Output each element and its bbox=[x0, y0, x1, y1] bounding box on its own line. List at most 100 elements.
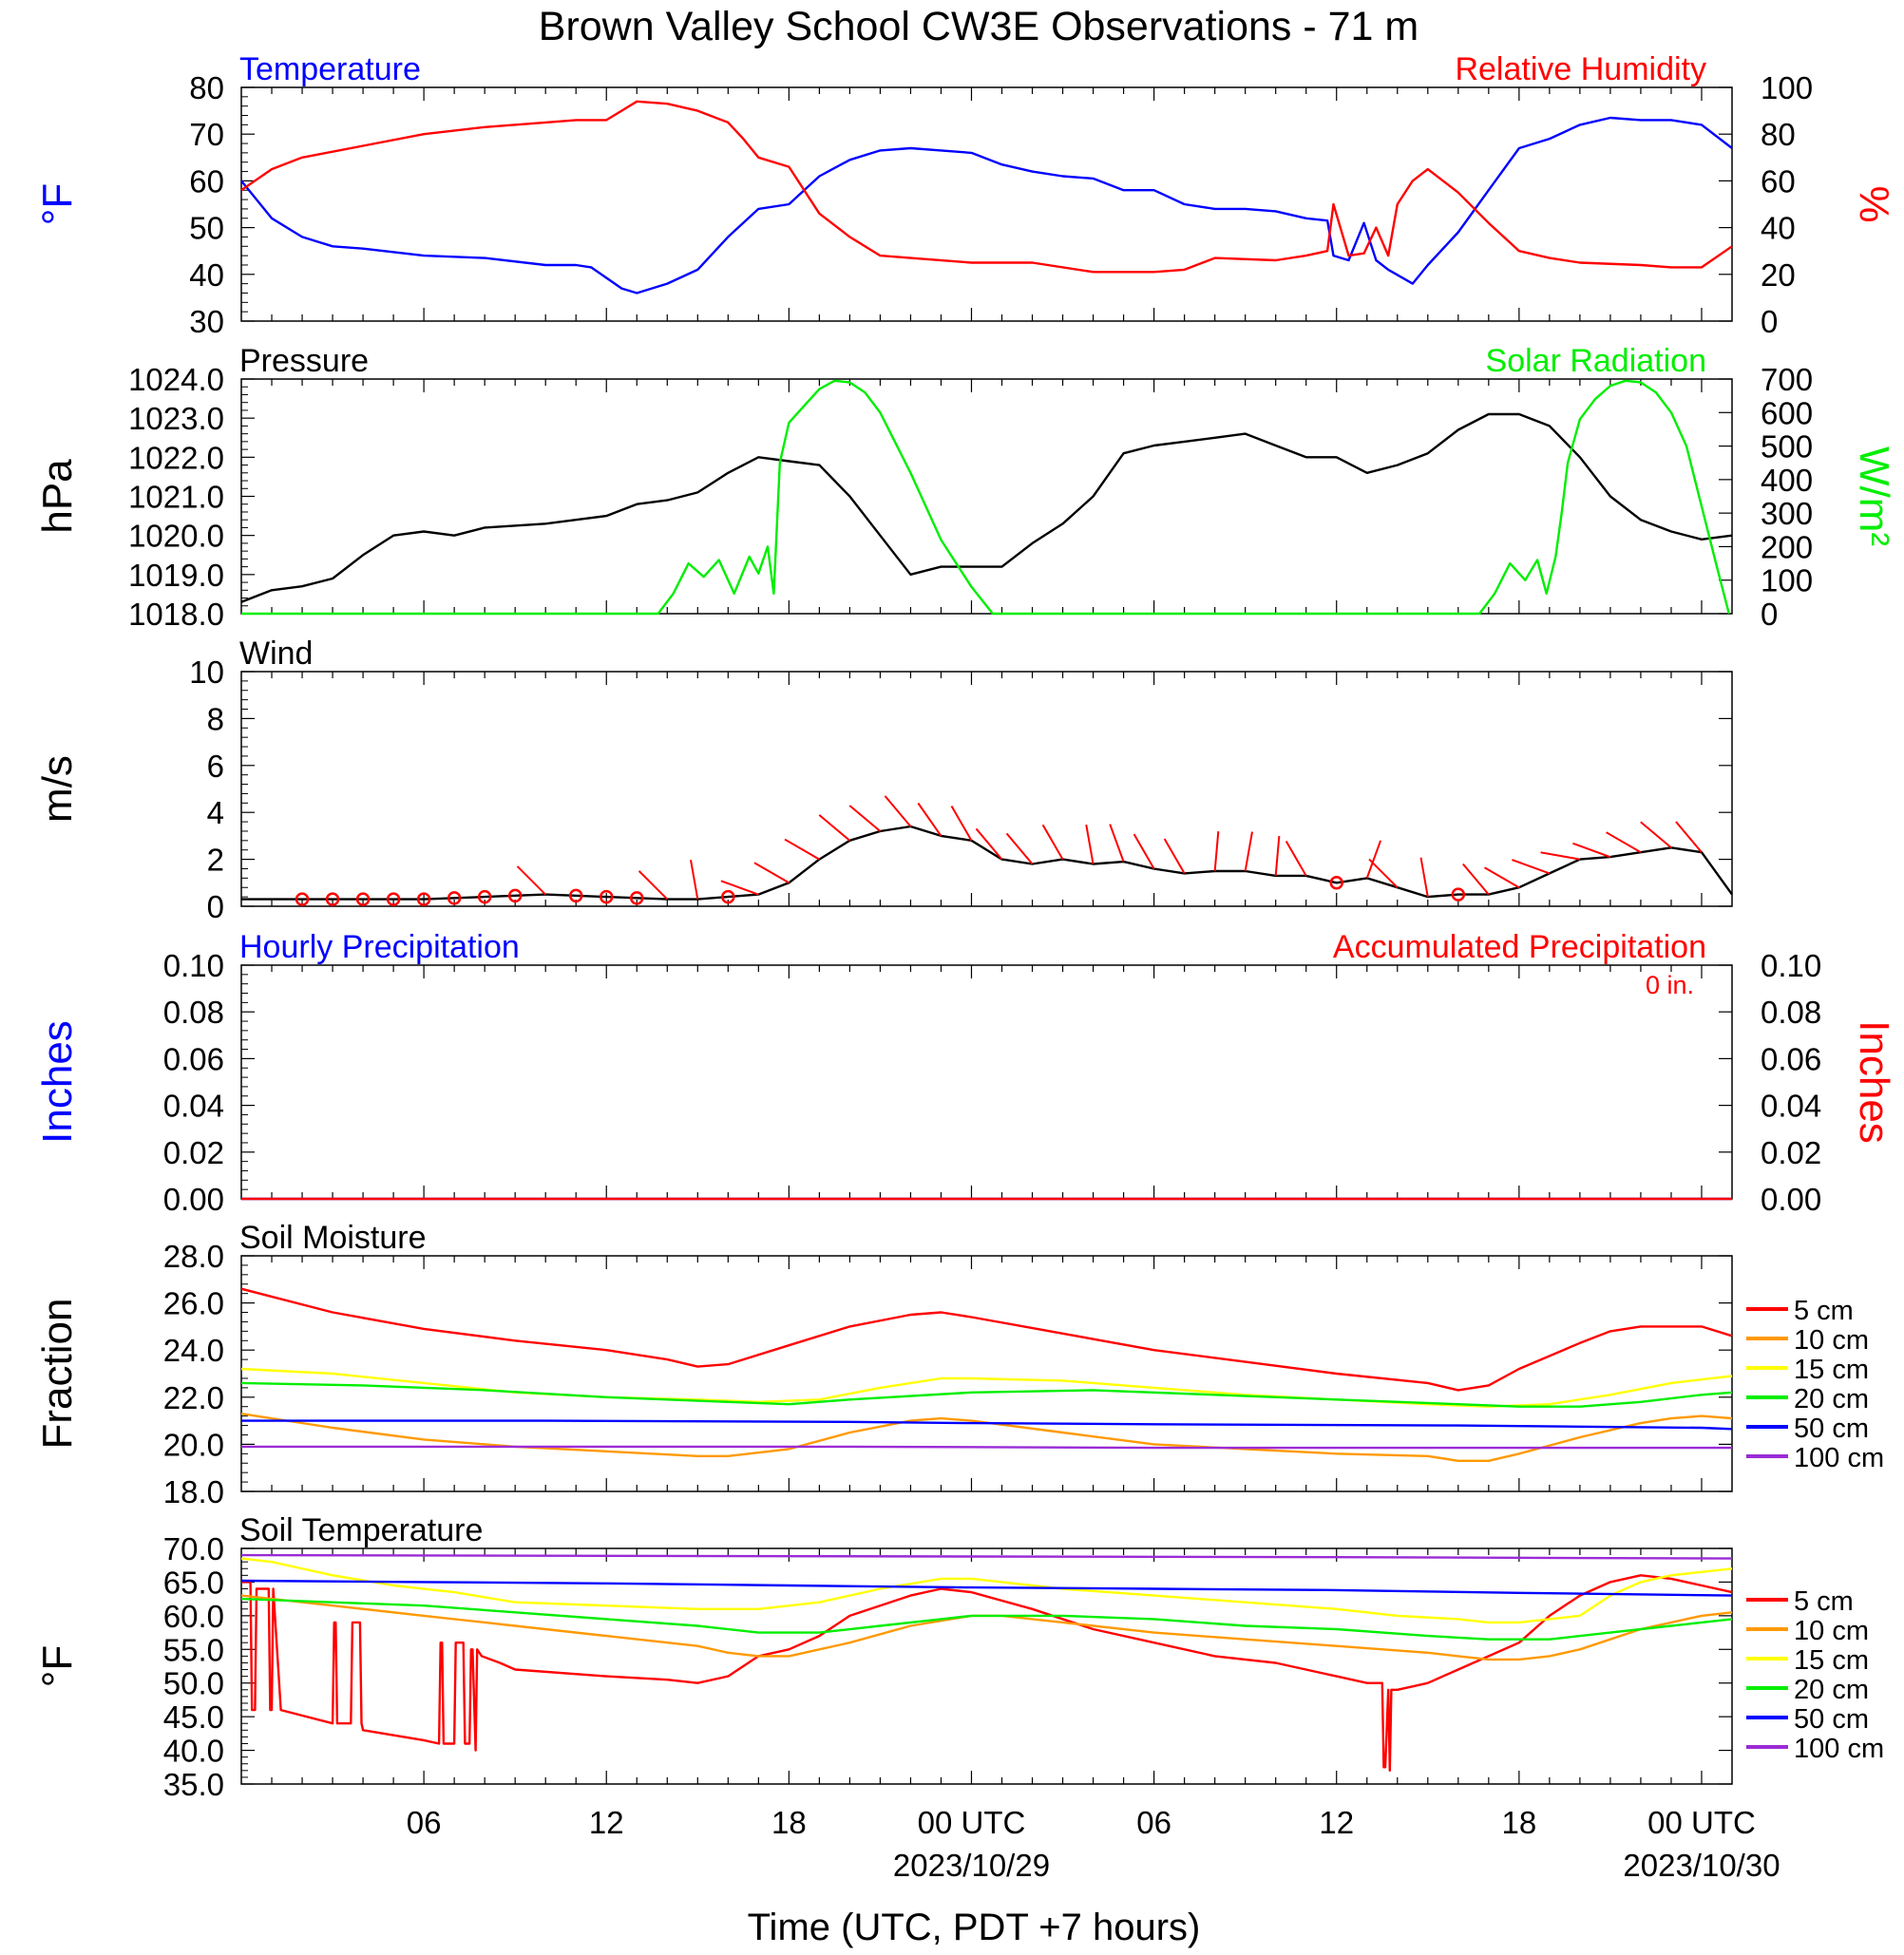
x-axis: 06 12 18 00 UTC 2023/10/29 06 12 18 00 UTC 2023/1… bbox=[407, 1805, 1780, 1883]
y-tick-label-left: 30 bbox=[189, 304, 224, 339]
series-relative-humidity bbox=[240, 100, 1733, 274]
y-axis-label-right: % bbox=[1851, 185, 1897, 222]
legend-label: 20 cm bbox=[1794, 1675, 1869, 1705]
y-axis-label-left: Inches bbox=[34, 1020, 81, 1144]
wind-barb bbox=[1274, 835, 1281, 876]
panel-soil_moisture: 18.0 20.0 22.0 24.0 26.0 28.0 Soil Moisture Fra… bbox=[34, 1220, 1884, 1509]
wind-barbs bbox=[295, 795, 1703, 906]
wind-barb bbox=[1540, 851, 1581, 861]
y-tick-label-left: 1021.0 bbox=[128, 480, 224, 515]
wind-barb bbox=[884, 795, 912, 827]
wind-barb bbox=[1244, 831, 1253, 872]
x-tick-label: 00 UTC bbox=[918, 1805, 1026, 1840]
y-tick-label-left: 26.0 bbox=[163, 1286, 224, 1321]
series-5-cm bbox=[241, 1574, 1733, 1773]
x-axis-label: Time (UTC, PDT +7 hours) bbox=[748, 1907, 1201, 1948]
y-tick-label-right: 100 bbox=[1761, 70, 1813, 105]
x-tick-label: 06 bbox=[407, 1805, 442, 1840]
y-tick-label-right: 0 bbox=[1761, 597, 1778, 632]
wind-barb-calm bbox=[447, 891, 462, 905]
y-tick-label-left: 20.0 bbox=[163, 1427, 224, 1462]
wind-barb bbox=[1365, 840, 1382, 879]
panel-precip: 0.00 0.02 0.04 0.06 0.08 0.10 0.00 0.02 0.04 0.06… bbox=[34, 929, 1897, 1217]
panel-title-left: Temperature bbox=[239, 51, 421, 87]
y-tick-label-right: 100 bbox=[1761, 563, 1813, 598]
x-date-label: 2023/10/29 bbox=[893, 1848, 1050, 1883]
legend-label: 20 cm bbox=[1794, 1384, 1869, 1414]
y-tick-label-right: 300 bbox=[1761, 496, 1813, 531]
plot-frame bbox=[240, 1547, 1733, 1785]
y-tick-label-left: 40.0 bbox=[163, 1734, 224, 1769]
panel-title-right: Accumulated Precipitation bbox=[1333, 929, 1706, 965]
wind-barb bbox=[1041, 824, 1064, 861]
y-tick-label-left: 60.0 bbox=[163, 1599, 224, 1634]
wind-barb bbox=[818, 814, 851, 842]
y-axis-label-right: Inches bbox=[1851, 1020, 1897, 1144]
y-tick-label-left: 1023.0 bbox=[128, 401, 224, 436]
y-tick-label-right: 0.04 bbox=[1761, 1089, 1821, 1124]
y-tick-label-left: 70.0 bbox=[163, 1531, 224, 1566]
x-tick-label: 12 bbox=[589, 1805, 624, 1840]
y-tick-label-left: 35.0 bbox=[163, 1767, 224, 1802]
wind-barb bbox=[1572, 842, 1611, 859]
series-5-cm bbox=[240, 1287, 1733, 1392]
y-tick-label-left: 80 bbox=[189, 70, 224, 105]
y-axis-label-left: °F bbox=[34, 1645, 81, 1687]
series-pressure bbox=[240, 412, 1733, 603]
y-tick-label-right: 500 bbox=[1761, 429, 1813, 465]
wind-barb bbox=[975, 827, 1003, 861]
y-tick-label-left: 50 bbox=[189, 211, 224, 246]
wind-barb bbox=[720, 880, 759, 896]
y-tick-label-right: 80 bbox=[1761, 117, 1796, 152]
wind-barb bbox=[1133, 833, 1155, 869]
y-axis-label-left: °F bbox=[34, 183, 81, 225]
wind-barb bbox=[950, 805, 973, 842]
wind-barb-calm bbox=[1451, 887, 1466, 902]
x-tick-label: 18 bbox=[1501, 1805, 1536, 1840]
wind-barb-calm bbox=[355, 892, 371, 906]
wind-barb bbox=[690, 860, 699, 900]
series-solar-radiation bbox=[241, 379, 1730, 616]
y-tick-label-right: 0.10 bbox=[1761, 948, 1821, 983]
legend-label: 50 cm bbox=[1794, 1704, 1869, 1735]
y-tick-label-left: 4 bbox=[207, 795, 224, 830]
y-axis-label-left: Fraction bbox=[34, 1299, 81, 1450]
legend-label: 10 cm bbox=[1794, 1325, 1869, 1356]
wind-barb bbox=[1085, 825, 1095, 864]
wind-barb-calm bbox=[599, 889, 614, 904]
wind-barb-calm bbox=[568, 888, 583, 903]
y-tick-label-left: 10 bbox=[189, 655, 224, 690]
wind-barb bbox=[1109, 824, 1125, 863]
legend-label: 15 cm bbox=[1794, 1645, 1869, 1676]
wind-barb bbox=[917, 802, 942, 837]
legend-label: 50 cm bbox=[1794, 1414, 1869, 1444]
wind-barb bbox=[1483, 866, 1520, 889]
panel-title-right: Solar Radiation bbox=[1486, 343, 1706, 379]
y-tick-label-left: 0.06 bbox=[163, 1041, 224, 1076]
wind-barb-calm bbox=[416, 892, 431, 906]
legend-label: 5 cm bbox=[1794, 1296, 1854, 1326]
panel-title-left: Soil Moisture bbox=[239, 1220, 427, 1256]
y-tick-label-left: 22.0 bbox=[163, 1380, 224, 1415]
y-tick-label-left: 50.0 bbox=[163, 1666, 224, 1701]
series-20-cm bbox=[240, 1381, 1733, 1408]
series-10-cm bbox=[240, 1594, 1733, 1661]
panel-soil_temperature: 35.040.045.050.055.060.065.070.0 Soil Tem… bbox=[34, 1512, 1884, 1802]
wind-barb bbox=[1640, 821, 1672, 849]
y-tick-label-right: 20 bbox=[1761, 257, 1796, 293]
plot-frame bbox=[240, 1255, 1733, 1492]
y-tick-label-right: 400 bbox=[1761, 463, 1813, 498]
series-100-cm bbox=[240, 1553, 1733, 1560]
wind-barb-calm bbox=[1329, 876, 1343, 890]
wind-barb-calm bbox=[507, 888, 523, 903]
panel-title-left: Wind bbox=[239, 636, 313, 672]
panel-pressure_solar: 1018.0 1019.0 1020.0 1021.0 1022.0 1023.0 1024… bbox=[34, 343, 1897, 632]
y-tick-label-left: 1019.0 bbox=[128, 558, 224, 593]
legend-label: 10 cm bbox=[1794, 1616, 1869, 1646]
y-tick-label-left: 1020.0 bbox=[128, 519, 224, 554]
x-tick-label: 06 bbox=[1136, 1805, 1171, 1840]
y-axis-label-left: hPa bbox=[34, 459, 81, 534]
wind-barb bbox=[1368, 858, 1399, 888]
y-tick-label-left: 45.0 bbox=[163, 1699, 224, 1735]
